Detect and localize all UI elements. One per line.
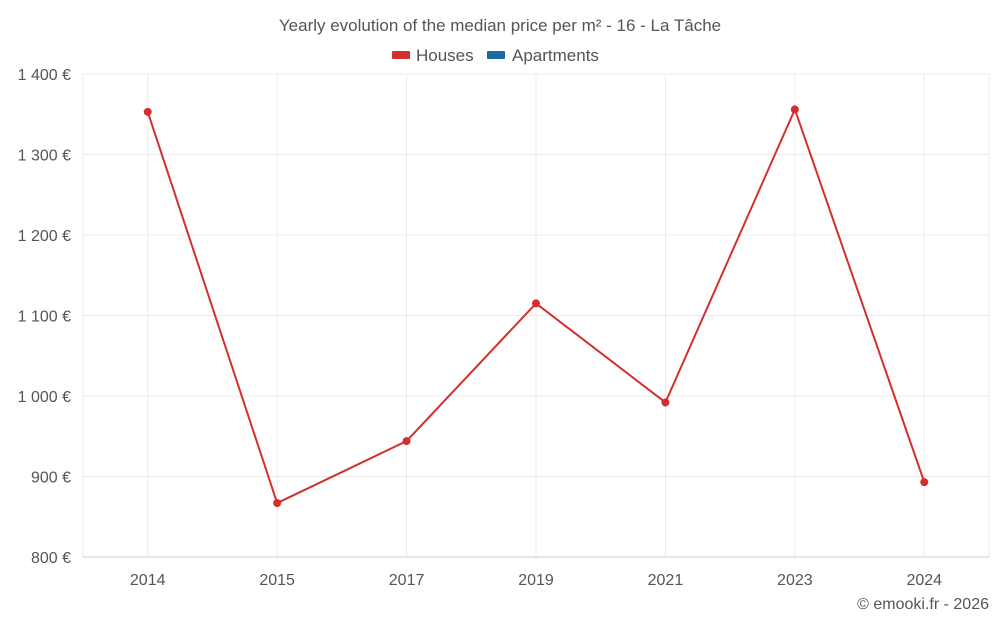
- legend-label-apartments: Apartments: [512, 46, 599, 65]
- y-tick-label: 1 000 €: [18, 389, 71, 406]
- x-tick-label: 2021: [648, 572, 684, 589]
- legend: Houses Apartments: [392, 46, 599, 65]
- legend-swatch-apartments: [487, 51, 505, 59]
- x-tick-label: 2023: [777, 572, 813, 589]
- data-point[interactable]: [532, 299, 540, 308]
- y-tick-label: 800 €: [31, 550, 71, 567]
- x-tick-label: 2015: [259, 572, 295, 589]
- y-tick-label: 1 200 €: [18, 228, 71, 245]
- data-point[interactable]: [661, 398, 670, 407]
- y-tick-label: 1 400 €: [18, 67, 71, 84]
- data-point[interactable]: [273, 499, 282, 508]
- data-point[interactable]: [143, 107, 152, 116]
- legend-item-houses[interactable]: Houses: [392, 46, 474, 65]
- x-tick-label: 2014: [130, 572, 166, 589]
- plot-series: [143, 105, 929, 508]
- credit-text: © emooki.fr - 2026: [857, 596, 989, 613]
- data-point[interactable]: [402, 437, 411, 446]
- y-tick-label: 1 100 €: [18, 309, 71, 326]
- plot-grid: [82, 73, 990, 558]
- x-tick-label: 2017: [389, 572, 425, 589]
- x-tick-label: 2019: [518, 572, 554, 589]
- y-axis: 800 € 900 € 1 000 € 1 100 € 1 200 € 1 300 € 1 …: [18, 67, 71, 567]
- legend-item-apartments[interactable]: Apartments: [487, 46, 599, 65]
- x-axis: 2014 2015 2017 2019 2021 2023 2024: [130, 572, 942, 589]
- data-point[interactable]: [920, 478, 929, 487]
- legend-label-houses: Houses: [416, 46, 474, 65]
- y-tick-label: 900 €: [31, 470, 71, 487]
- chart-title: Yearly evolution of the median price per…: [279, 16, 721, 35]
- legend-swatch-houses: [392, 51, 410, 59]
- x-tick-label: 2024: [906, 572, 942, 589]
- y-tick-label: 1 300 €: [18, 148, 71, 165]
- data-point[interactable]: [790, 105, 799, 114]
